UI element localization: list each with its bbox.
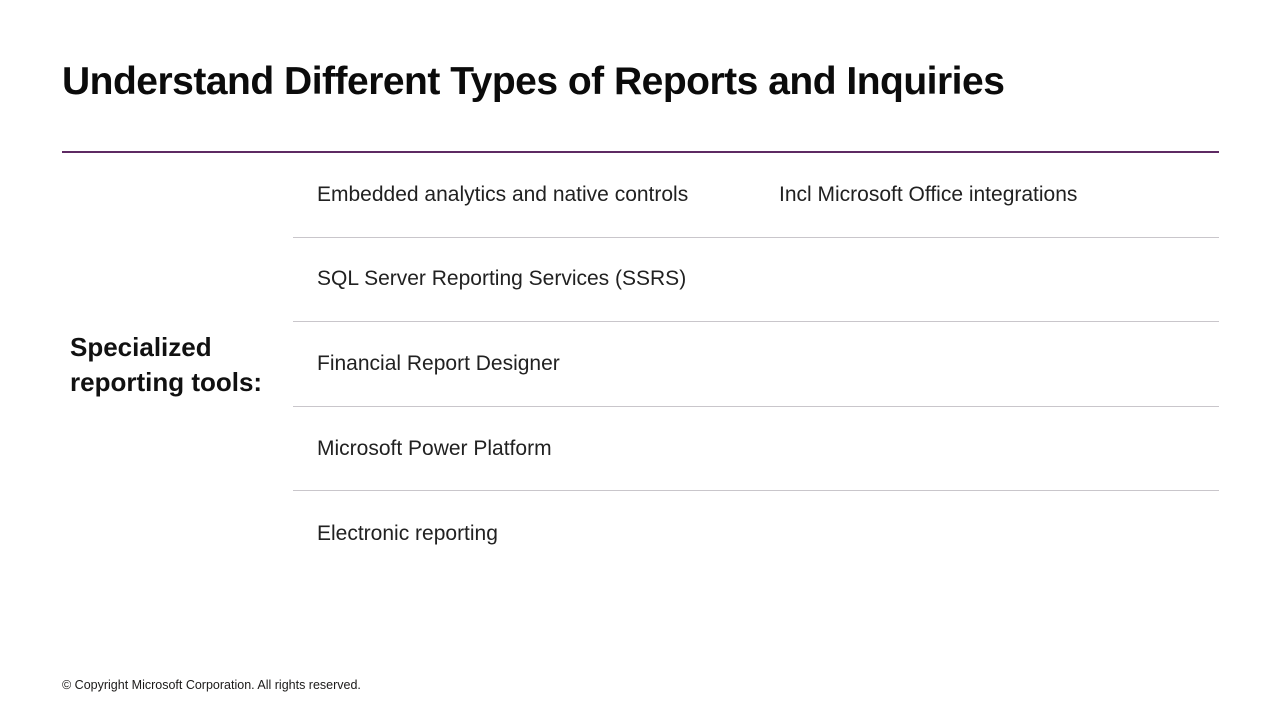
table-cell: Incl Microsoft Office integrations bbox=[779, 182, 1078, 206]
table-cell: Embedded analytics and native controls bbox=[317, 182, 689, 206]
section-label: Specialized reporting tools: bbox=[70, 153, 288, 576]
copyright-footer: © Copyright Microsoft Corporation. All r… bbox=[62, 678, 361, 692]
reporting-tools-table: Embedded analytics and native controls I… bbox=[293, 153, 1219, 576]
page-title: Understand Different Types of Reports an… bbox=[62, 60, 1005, 103]
table-row: Financial Report Designer bbox=[293, 322, 1219, 407]
table-cell: SQL Server Reporting Services (SSRS) bbox=[317, 267, 687, 291]
table-cell: Financial Report Designer bbox=[317, 351, 560, 375]
title-accent-rule bbox=[62, 151, 1219, 153]
table-cell: Electronic reporting bbox=[317, 521, 498, 545]
table-cell: Microsoft Power Platform bbox=[317, 436, 552, 460]
table-row: SQL Server Reporting Services (SSRS) bbox=[293, 238, 1219, 323]
table-row: Microsoft Power Platform bbox=[293, 407, 1219, 492]
table-row: Embedded analytics and native controls I… bbox=[293, 153, 1219, 238]
table-row: Electronic reporting bbox=[293, 491, 1219, 576]
section-label-text: Specialized reporting tools: bbox=[70, 331, 263, 397]
